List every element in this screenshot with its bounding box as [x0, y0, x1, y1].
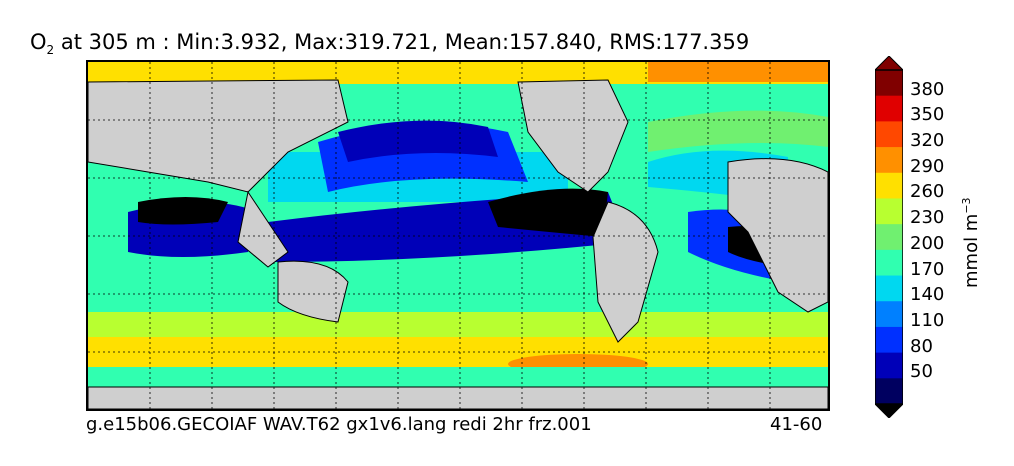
colorbar-tick-label: 80 [910, 335, 933, 357]
colorbar-band [875, 249, 903, 277]
case-name-label: g.e15b06.GECOIAF WAV.T62 gx1v6.lang redi… [86, 414, 592, 435]
south-america-land [592, 201, 659, 343]
colorbar-outline [875, 69, 903, 405]
colorbar-bands [875, 70, 903, 405]
colorbar-tick-label: 230 [910, 207, 945, 229]
colorbar-tick-label: 260 [910, 181, 945, 203]
title-species: O [30, 30, 47, 54]
east-pacific-core [488, 188, 608, 237]
colorbar-tick-label: 380 [910, 78, 945, 100]
map-gridlines [88, 62, 828, 409]
colorbar [875, 56, 903, 418]
colorbar-unit-label: mmol m−3 [960, 197, 982, 288]
colorbar-band [875, 275, 903, 302]
colorbar-band [875, 326, 903, 354]
colorbar-tick-label: 110 [910, 309, 945, 331]
colorbar-band [875, 224, 903, 251]
colorbar-tick-label: 50 [910, 361, 933, 383]
colorbar-top-arrow [875, 56, 903, 71]
colorbar-unit-text: mmol m [961, 213, 982, 288]
north-america-land [517, 79, 629, 193]
arctic-orange [648, 62, 828, 82]
colorbar-bottom-arrow [875, 403, 903, 418]
colorbar-band [875, 95, 903, 122]
ocean-map [86, 60, 830, 411]
colorbar-band [875, 172, 903, 199]
colorbar-band [875, 301, 903, 328]
arabian-sea-core [138, 197, 228, 225]
australia-land [277, 260, 349, 323]
colorbar-tick-label: 200 [910, 232, 945, 254]
southeast-asia-land [237, 190, 289, 268]
colorbar-tick-label: 350 [910, 104, 945, 126]
antarctica-land [88, 386, 828, 409]
africa-land [727, 158, 828, 313]
title-species-subscript: 2 [46, 43, 55, 58]
colorbar-band [875, 378, 903, 405]
colorbar-unit-exponent: −3 [960, 197, 973, 214]
colorbar-tick-label: 170 [910, 258, 945, 280]
land-masses [88, 79, 828, 409]
map-graphic [88, 62, 828, 409]
colorbar-band [875, 70, 903, 97]
north-atlantic-green [648, 110, 828, 152]
colorbar-tick-label: 140 [910, 284, 945, 306]
colorbar-tick-label: 320 [910, 130, 945, 152]
map-title: O2 at 305 m : Min:3.932, Max:319.721, Me… [30, 30, 749, 57]
colorbar-band [875, 121, 903, 148]
colorbar-tick-label: 290 [910, 155, 945, 177]
title-stats: at 305 m : Min:3.932, Max:319.721, Mean:… [54, 30, 750, 54]
colorbar-band [875, 198, 903, 225]
north-pacific-deep [338, 120, 498, 162]
arctic-band [88, 62, 828, 84]
colorbar-band [875, 352, 903, 379]
years-label: 41-60 [770, 414, 823, 435]
colorbar-band [875, 147, 903, 174]
